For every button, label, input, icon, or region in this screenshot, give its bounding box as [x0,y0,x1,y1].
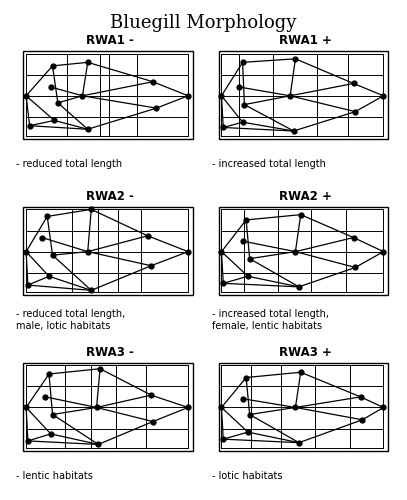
Text: - increased total length: - increased total length [212,159,326,169]
Text: RWA1 -: RWA1 - [86,34,134,48]
Text: - reduced total length,
male, lotic habitats: - reduced total length, male, lotic habi… [16,309,125,330]
Text: RWA1 +: RWA1 + [279,34,332,48]
Text: - increased total length,
female, lentic habitats: - increased total length, female, lentic… [212,309,328,330]
Text: RWA3 -: RWA3 - [86,346,134,359]
Text: - reduced total length: - reduced total length [16,159,123,169]
Text: RWA2 -: RWA2 - [86,190,134,203]
Text: - lotic habitats: - lotic habitats [212,470,282,480]
Text: - lentic habitats: - lentic habitats [16,470,93,480]
Text: RWA2 +: RWA2 + [279,190,332,203]
Text: RWA3 +: RWA3 + [279,346,332,359]
Text: Bluegill Morphology: Bluegill Morphology [110,14,297,32]
